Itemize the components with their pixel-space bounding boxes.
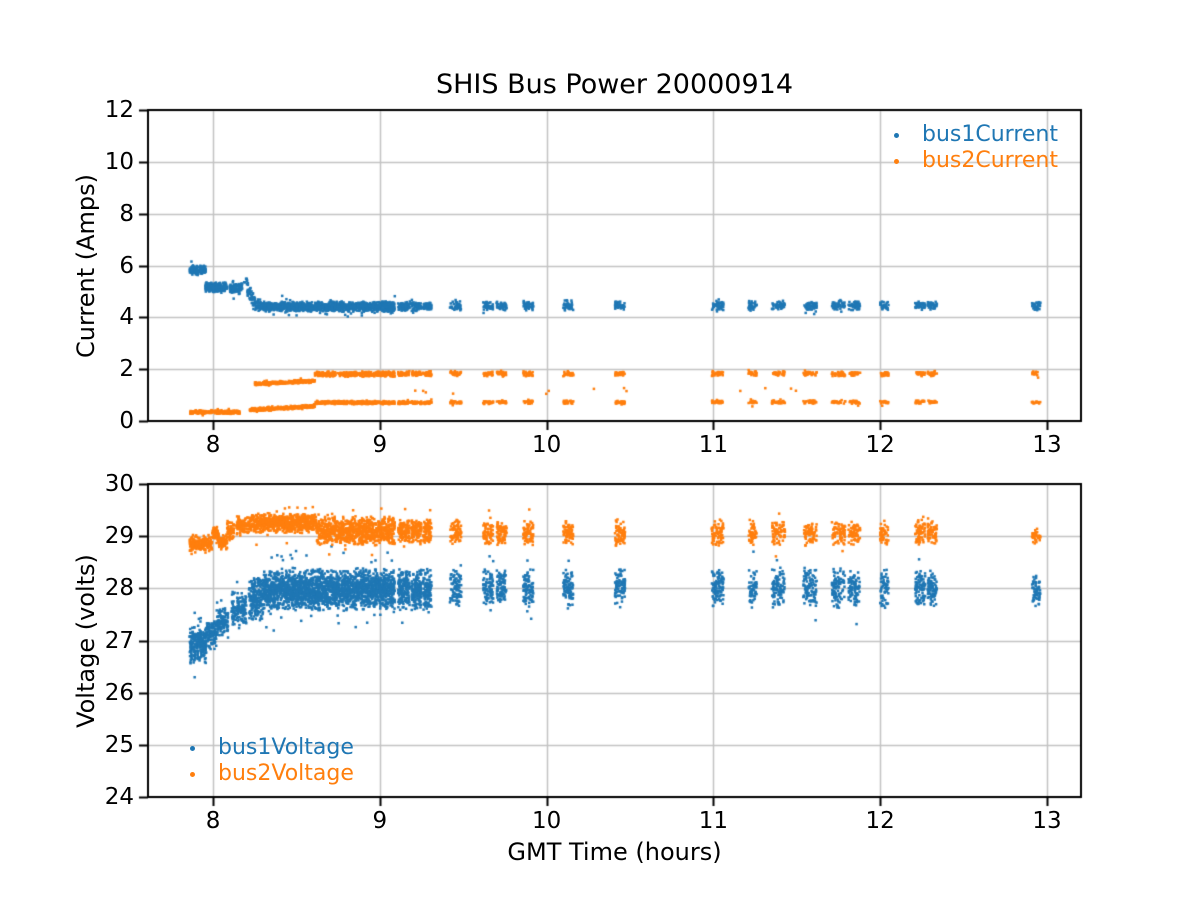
- y-tick-label: 26: [104, 679, 134, 706]
- y-tick-label: 4: [119, 304, 134, 331]
- y-tick-label: 0: [119, 408, 134, 434]
- legend-row: bus2Voltage: [176, 761, 354, 787]
- legend-row: bus1Voltage: [176, 735, 354, 761]
- legend-marker-icon: [176, 745, 208, 751]
- x-tick-label: 10: [531, 808, 562, 834]
- chart-title: SHIS Bus Power 20000914: [435, 69, 794, 100]
- x-tick-label: 12: [865, 808, 895, 834]
- x-tick-label: 12: [865, 432, 895, 458]
- x-axis-label: GMT Time (hours): [507, 838, 722, 866]
- x-tick-label: 11: [698, 432, 729, 458]
- legend-label: bus2Voltage: [218, 761, 354, 786]
- y-tick-label: 8: [119, 200, 134, 227]
- legend-marker-icon: [176, 771, 208, 777]
- x-tick-label: 8: [205, 432, 221, 458]
- x-tick-label: 9: [372, 808, 388, 834]
- x-tick-label: 9: [372, 432, 388, 458]
- y-tick-label: 30: [104, 471, 134, 497]
- y-tick-label: 6: [119, 252, 134, 279]
- x-tick-label: 10: [531, 432, 562, 458]
- legend-label: bus1Voltage: [218, 735, 354, 760]
- legend-label: bus1Current: [922, 122, 1058, 147]
- x-tick-label: 8: [205, 808, 221, 834]
- y-tick-label: 2: [119, 356, 134, 383]
- y-tick-label: 24: [104, 784, 134, 810]
- legend-row: bus1Current: [880, 122, 1058, 148]
- legend-label: bus2Current: [922, 148, 1058, 173]
- x-tick-label: 13: [1032, 432, 1062, 458]
- x-tick-label: 13: [1032, 808, 1062, 834]
- legend-marker-icon: [880, 158, 912, 164]
- y-tick-label: 29: [104, 523, 134, 550]
- y-tick-label: 25: [104, 731, 134, 758]
- legend-marker-icon: [880, 132, 912, 138]
- y-tick-label: 27: [104, 627, 134, 654]
- y-tick-label: 28: [104, 575, 134, 602]
- legend-current: bus1Current bus2Current: [880, 122, 1058, 174]
- legend-row: bus2Current: [880, 148, 1058, 174]
- y-tick-label: 12: [104, 97, 134, 123]
- y-tick-label: 10: [104, 148, 134, 175]
- x-tick-label: 11: [698, 808, 729, 834]
- legend-voltage: bus1Voltage bus2Voltage: [176, 735, 354, 787]
